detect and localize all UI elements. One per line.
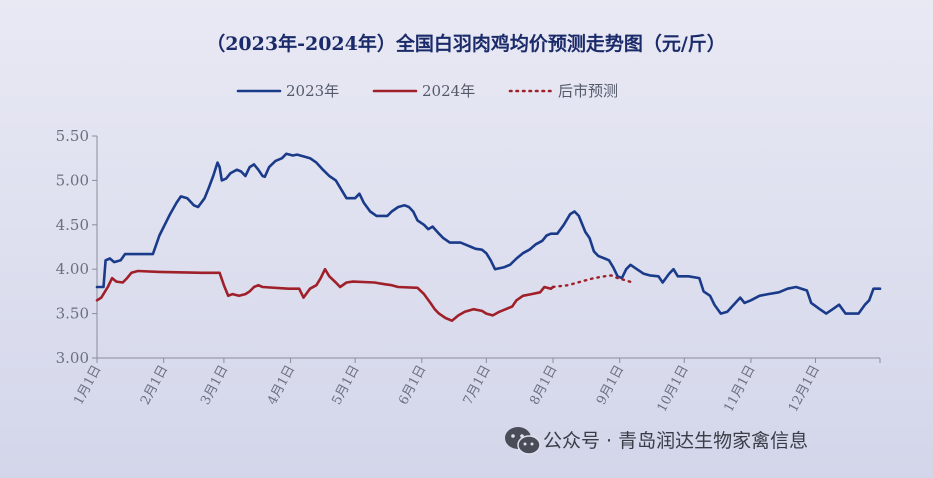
x-tick-label: 8月1日 (527, 363, 560, 408)
x-tick-label: 5月1日 (329, 363, 362, 408)
y-tick-label: 3.00 (56, 349, 89, 367)
watermark-text: 公众号 · 青岛润达生物家禽信息 (543, 430, 808, 452)
series-line (95, 152, 882, 315)
x-tick-label: 6月1日 (396, 363, 429, 408)
x-tick-label: 9月1日 (594, 363, 627, 408)
legend-label: 2024年 (422, 82, 475, 100)
y-tick-label: 4.50 (56, 216, 89, 234)
y-tick-label: 5.50 (56, 127, 89, 145)
watermark: 公众号 · 青岛润达生物家禽信息 (505, 427, 808, 455)
x-tick-label: 2月1日 (138, 363, 171, 408)
x-tick-label: 3月1日 (198, 363, 231, 408)
y-tick-label: 5.00 (56, 171, 89, 189)
wechat-icon (505, 427, 541, 455)
x-tick-label: 7月1日 (461, 363, 494, 408)
y-tick-label: 4.00 (56, 260, 89, 278)
series-line-forecast (551, 274, 634, 289)
legend-label: 后市预测 (558, 82, 618, 100)
x-axis: 1月1日 2月1日 3月1日 4月1日 5月1日 6月1日 7月1日 8月1日 9月1日 10月1… (71, 357, 881, 415)
series-layer (95, 152, 882, 323)
x-tick-label: 12月1日 (786, 363, 823, 415)
chart-title: （2023年-2024年）全国白羽肉鸡均价预测走势图（元/斤） (206, 32, 726, 55)
x-tick-label: 10月1日 (655, 363, 692, 415)
legend: 2023年 2024年 后市预测 (236, 82, 618, 100)
y-axis: 3.00 3.50 4.00 4.50 5.00 5.50 (56, 127, 98, 367)
y-tick-label: 3.50 (56, 305, 89, 323)
series-line (95, 267, 555, 323)
x-tick-label: 4月1日 (265, 363, 298, 408)
x-tick-label: 1月1日 (71, 363, 104, 408)
x-tick-label: 11月1日 (721, 363, 758, 415)
legend-label: 2023年 (286, 82, 339, 100)
